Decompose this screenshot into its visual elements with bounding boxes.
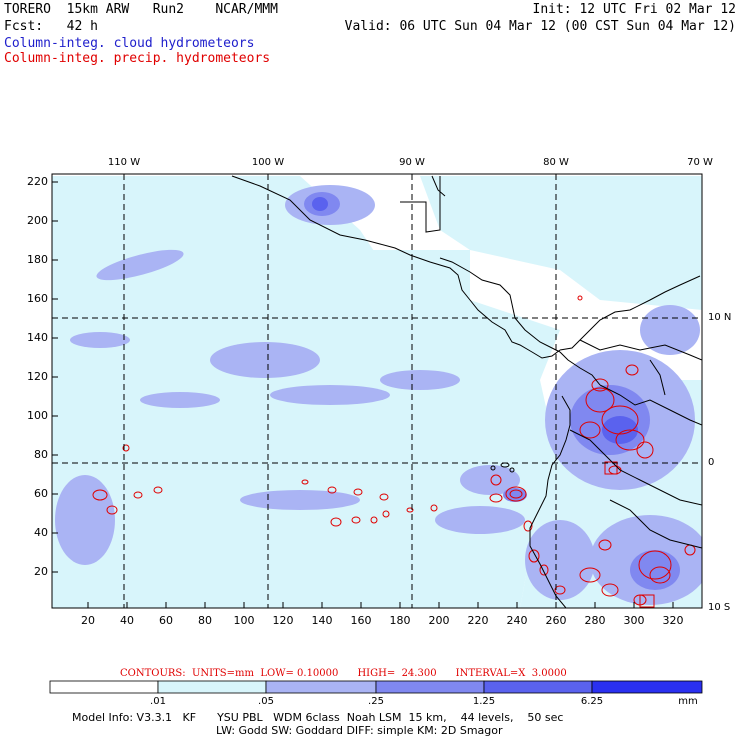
y-tick-label: 180 — [27, 253, 48, 266]
axis-ticks — [52, 181, 674, 608]
y-tick-label: 40 — [34, 526, 48, 539]
legend-precip: Column-integ. precip. hydrometeors — [4, 51, 271, 66]
graticule — [52, 174, 702, 608]
lon-label-90w: 90 W — [399, 157, 425, 168]
lat-label-10s: 10 S — [708, 602, 731, 613]
x-tick-label: 280 — [584, 614, 606, 627]
coastlines — [231, 175, 702, 608]
colorbar-unit: mm — [678, 696, 698, 707]
y-tick-label: 140 — [27, 331, 48, 344]
x-tick-label: 200 — [428, 614, 450, 627]
lon-label-110w: 110 W — [107, 157, 141, 168]
colorbar-label-125: 1.25 — [472, 696, 496, 707]
colorbar-bin-4 — [483, 680, 593, 694]
lat-label-10n: 10 N — [708, 312, 732, 323]
y-tick-label: 120 — [27, 370, 48, 383]
hydrometeor-shading — [52, 174, 702, 608]
forecast-hour: Fcst: 42 h — [4, 19, 98, 34]
precip-contours — [92, 295, 696, 608]
colorbar-label-625: 6.25 — [580, 696, 604, 707]
x-tick-label: 60 — [159, 614, 173, 627]
lon-label-100w: 100 W — [251, 157, 285, 168]
colorbar-label-001: .01 — [150, 696, 166, 707]
x-tick-label: 220 — [467, 614, 489, 627]
colorbar-bin-5 — [591, 680, 703, 694]
cloud-shade-darker — [312, 197, 638, 444]
x-tick-label: 300 — [623, 614, 645, 627]
x-tick-label: 180 — [389, 614, 411, 627]
y-tick-label: 60 — [34, 487, 48, 500]
model-info-line2: LW: Godd SW: Goddard DIFF: simple KM: 2D… — [216, 724, 503, 737]
x-tick-label: 320 — [662, 614, 684, 627]
y-tick-label: 160 — [27, 292, 48, 305]
x-tick-label: 140 — [311, 614, 333, 627]
lon-label-80w: 80 W — [543, 157, 569, 168]
colorbar-bin-0 — [49, 680, 159, 694]
y-tick-label: 80 — [34, 448, 48, 461]
model-title: TORERO 15km ARW Run2 NCAR/MMM — [4, 2, 278, 17]
colorbar — [49, 680, 703, 694]
x-tick-label: 160 — [350, 614, 372, 627]
valid-time: Valid: 06 UTC Sun 04 Mar 12 (00 CST Sun … — [344, 19, 736, 34]
model-info-line1: Model Info: V3.3.1 KF YSU PBL WDM 6class… — [72, 711, 564, 724]
contours-info: CONTOURS: UNITS=mm LOW= 0.10000 HIGH= 24… — [120, 668, 567, 679]
x-tick-label: 80 — [198, 614, 212, 627]
init-time: Init: 12 UTC Fri 02 Mar 12 — [532, 2, 737, 17]
lat-label-0: 0 — [708, 457, 715, 468]
x-tick-label: 20 — [81, 614, 95, 627]
lon-label-70w: 70 W — [687, 157, 713, 168]
x-tick-label: 240 — [506, 614, 528, 627]
y-tick-label: 20 — [34, 565, 48, 578]
y-tick-label: 220 — [27, 175, 48, 188]
colorbar-label-005: .05 — [258, 696, 274, 707]
colorbar-bin-1 — [157, 680, 267, 694]
colorbar-bin-2 — [265, 680, 377, 694]
x-tick-label: 120 — [272, 614, 294, 627]
plot-border — [51, 173, 703, 609]
colorbar-label-025: .25 — [368, 696, 384, 707]
x-tick-label: 40 — [120, 614, 134, 627]
x-tick-label: 260 — [545, 614, 567, 627]
x-tick-label: 100 — [233, 614, 255, 627]
legend-cloud: Column-integ. cloud hydrometeors — [4, 36, 255, 51]
y-tick-label: 100 — [27, 409, 48, 422]
y-tick-label: 200 — [27, 214, 48, 227]
colorbar-bin-3 — [375, 680, 485, 694]
